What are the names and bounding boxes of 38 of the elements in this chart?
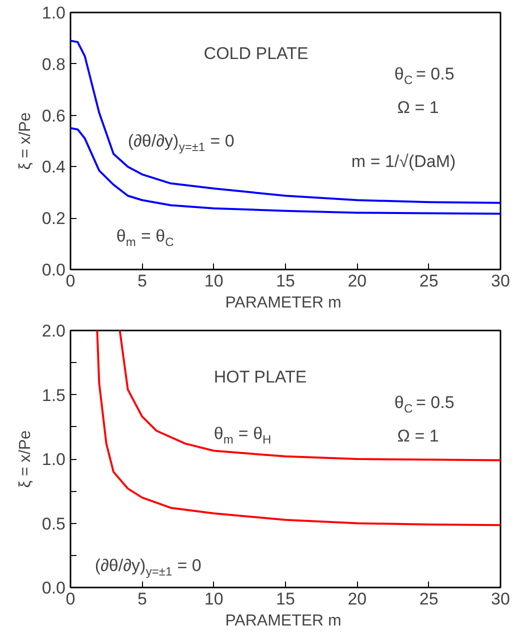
x-tick-label: 15 [276, 272, 295, 290]
x-tick-label: 30 [491, 590, 510, 608]
y-axis-title: ξ = x/Pe [16, 112, 34, 170]
y-tick-label: 0.0 [42, 578, 66, 598]
x-tick-label: 0 [66, 590, 76, 608]
x-tick-label: 25 [419, 272, 438, 290]
x-tick-label: 20 [348, 590, 367, 608]
line-series [70, 127, 500, 215]
annotation: m = 1/√(DaM) [351, 152, 456, 172]
annotation: Ω = 1 [397, 98, 439, 118]
x-axis-title: PARAMETER m [225, 612, 342, 630]
y-tick-label: 0.4 [42, 158, 66, 177]
x-axis-title: PARAMETER m [225, 294, 342, 312]
y-tick-label: 1.5 [42, 386, 66, 405]
line-series [118, 330, 500, 462]
x-tick-label: 10 [204, 272, 224, 290]
x-tick-label: 5 [137, 590, 147, 608]
y-tick-label: 1.0 [42, 4, 66, 22]
x-tick-label: 5 [137, 272, 147, 290]
line-series [70, 40, 500, 204]
annotation: COLD PLATE [204, 44, 308, 64]
y-axis-title: ξ = x/Pe [16, 430, 34, 488]
x-tick-label: 15 [276, 590, 295, 608]
x-tick-label: 30 [491, 272, 510, 290]
y-tick-label: 0.8 [42, 54, 66, 74]
x-tick-label: 20 [348, 272, 367, 290]
annotation: Ω = 1 [397, 426, 439, 446]
y-tick-label: 0.5 [42, 514, 66, 534]
x-tick-label: 0 [66, 272, 76, 290]
y-tick-label: 0.6 [42, 106, 66, 126]
y-tick-label: 1.0 [42, 450, 66, 469]
y-tick-label: 0.0 [42, 260, 66, 280]
annotation: HOT PLATE [214, 367, 307, 386]
line-series [96, 330, 500, 526]
y-tick-label: 2.0 [42, 322, 66, 340]
x-tick-label: 10 [204, 590, 224, 608]
x-tick-label: 25 [419, 590, 438, 608]
y-tick-label: 0.2 [42, 209, 66, 228]
